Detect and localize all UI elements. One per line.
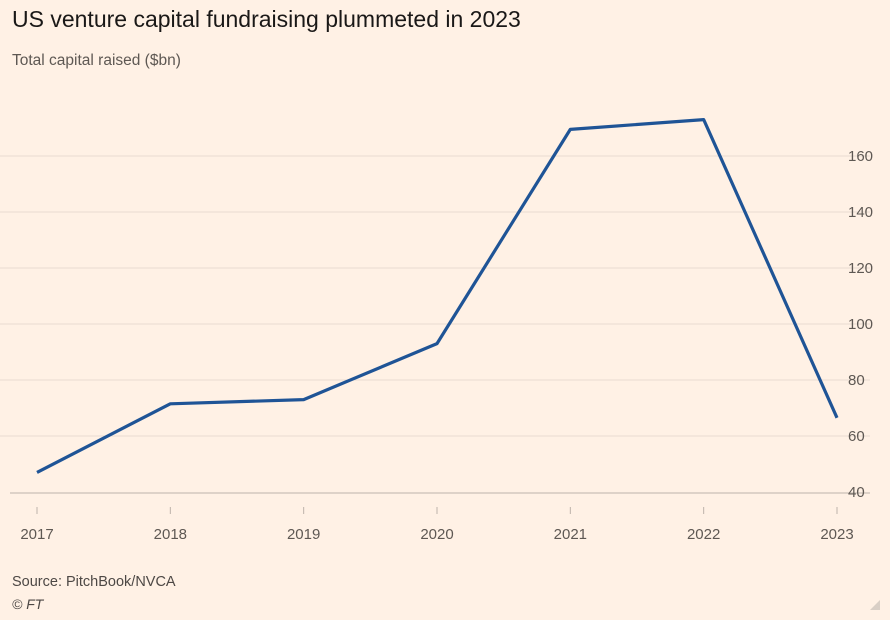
chart-title: US venture capital fundraising plummeted…	[12, 6, 521, 32]
chart-subtitle: Total capital raised ($bn)	[12, 52, 181, 69]
y-axis-labels: 40 60 80 100 120 140 160	[848, 148, 873, 501]
y-tick-label-120: 120	[848, 260, 873, 277]
y-tick-label-160: 160	[848, 148, 873, 165]
y-tick-label-40: 40	[848, 484, 865, 501]
y-tick-label-80: 80	[848, 372, 865, 389]
x-axis	[10, 492, 870, 514]
y-tick-label-60: 60	[848, 428, 865, 445]
x-tick-label-2019: 2019	[287, 526, 320, 543]
x-axis-labels: 2017 2018 2019 2020 2021 2022 2023	[20, 526, 853, 543]
copyright-credit: © FT	[12, 596, 44, 612]
y-tick-label-140: 140	[848, 204, 873, 221]
x-tick-label-2022: 2022	[687, 526, 720, 543]
x-tick-label-2023: 2023	[820, 526, 853, 543]
series	[36, 117, 839, 474]
x-tick-label-2020: 2020	[420, 526, 453, 543]
x-tick-label-2021: 2021	[554, 526, 587, 543]
x-tick-label-2018: 2018	[154, 526, 187, 543]
resize-corner-icon	[870, 600, 880, 610]
x-tick-label-2017: 2017	[20, 526, 53, 543]
y-tick-label-100: 100	[848, 316, 873, 333]
gridlines	[0, 155, 870, 437]
series-line-0	[36, 117, 839, 474]
source-note: Source: PitchBook/NVCA	[12, 574, 176, 590]
